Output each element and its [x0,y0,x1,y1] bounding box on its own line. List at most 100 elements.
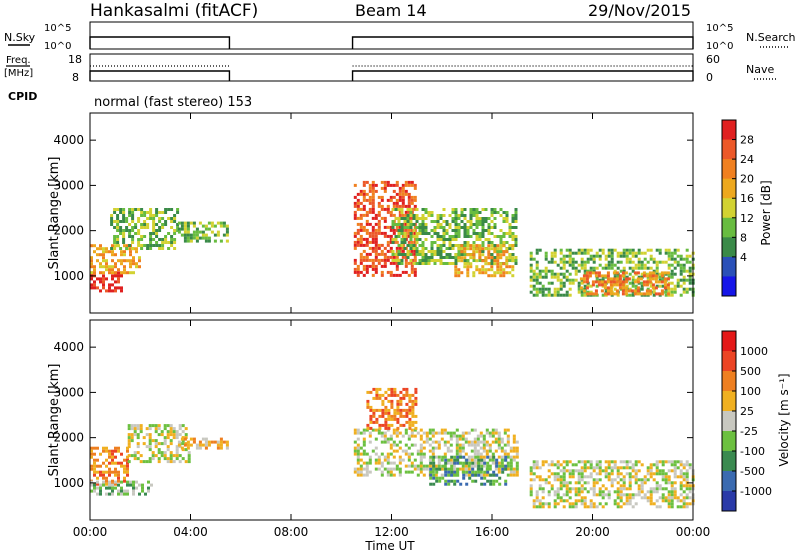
heatmap-cell [448,214,452,217]
heatmap-cell [480,467,484,471]
heatmap-cell [93,250,96,254]
heatmap-cell [381,393,385,397]
heatmap-cell [485,443,489,447]
heatmap-cell [583,496,587,500]
heatmap-cell [476,449,480,453]
heatmap-cell [643,481,647,485]
heatmap-cell [137,220,141,223]
heatmap-cell [389,210,393,214]
heatmap-cell [359,252,363,256]
heatmap-cell [99,470,102,474]
heatmap-cell [399,423,403,427]
heatmap-cell [424,211,428,214]
heatmap-cell [126,446,129,450]
heatmap-cell [532,284,536,288]
heatmap-cell [646,496,650,500]
heatmap-cell [210,221,214,225]
heatmap-cell [538,290,542,294]
heatmap-cell [433,241,437,244]
heatmap-cell [448,247,452,250]
heatmap-cell [105,479,108,483]
heatmap-cell [491,452,495,456]
heatmap-cell [152,226,156,229]
heatmap-cell [634,481,638,485]
heatmap-cell [688,287,692,291]
heatmap-cell [90,446,93,450]
heatmap-cell [446,446,450,450]
heatmap-cell [514,256,518,259]
heatmap-cell [469,253,473,257]
heatmap-cell [568,481,572,485]
heatmap-cell [607,475,611,479]
heatmap-cell [368,201,372,205]
heatmap-cell [562,266,566,270]
heatmap-cell [389,437,393,441]
heatmap-cell [688,490,692,494]
heatmap-cell [565,293,569,297]
heatmap-cell [493,274,497,278]
heatmap-cell [365,258,369,262]
heatmap-cell [392,231,396,235]
heatmap-cell [368,198,372,202]
heatmap-cell [406,226,410,229]
colorbar-segment [722,331,736,352]
colorbar-segment [722,371,736,392]
heatmap-cell [667,493,671,497]
heatmap-cell [488,467,492,471]
heatmap-cell [685,502,689,506]
heatmap-cell [484,268,488,272]
heatmap-cell [137,238,141,241]
heatmap-cell [645,289,649,293]
heatmap-cell [493,226,497,229]
heatmap-cell [658,460,662,464]
heatmap-cell [105,470,108,474]
heatmap-cell [538,466,542,470]
heatmap-cell [502,235,506,238]
heatmap-cell [506,461,510,465]
heatmap-cell [497,443,501,447]
heatmap-cell [409,208,413,211]
heatmap-cell [433,259,437,262]
heatmap-cell [625,499,629,503]
heatmap-cell [625,496,629,500]
heatmap-cell [102,277,105,281]
heatmap-cell [568,257,572,261]
heatmap-cell [565,487,569,491]
heatmap-cell [146,244,150,247]
heatmap-cell [495,473,499,477]
heatmap-cell [609,277,613,281]
power-ylabel: Slant Range [km] [47,157,62,270]
heatmap-cell [439,250,443,253]
heatmap-cell [664,481,668,485]
heatmap-cell [473,428,477,432]
heatmap-cell [135,486,138,490]
heatmap-cell [615,289,619,293]
heatmap-cell [392,201,396,205]
heatmap-cell [532,293,536,297]
colorbar-segment [722,391,736,412]
heatmap-cell [186,239,190,243]
heatmap-cell [628,260,632,264]
heatmap-cell [419,464,423,468]
heatmap-cell [414,414,418,418]
heatmap-cell [583,269,587,273]
heatmap-cell [142,436,146,440]
heatmap-cell [493,271,497,275]
heatmap-cell [149,211,153,214]
heatmap-cell [676,260,680,264]
heatmap-cell [175,454,179,458]
heatmap-cell [499,262,503,266]
heatmap-cell [574,505,578,509]
heatmap-cell [356,428,360,432]
heatmap-cell [511,232,515,235]
heatmap-cell [621,292,625,296]
heatmap-cell [133,454,137,458]
heatmap-cell [604,472,608,476]
heatmap-cell [583,260,587,264]
heatmap-cell [362,207,366,211]
heatmap-cell [105,277,108,281]
heatmap-cell [409,223,413,226]
heatmap-cell [408,417,412,421]
heatmap-cell [418,259,422,262]
heatmap-cell [601,493,605,497]
